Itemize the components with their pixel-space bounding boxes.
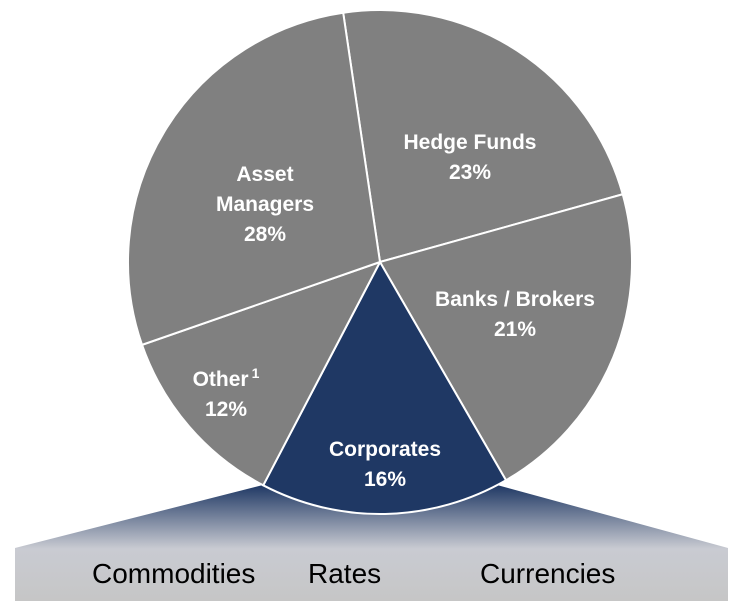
category-label: Hedge Funds (403, 131, 537, 154)
value-label: 28% (243, 223, 287, 246)
category-label: Corporates (328, 438, 442, 461)
footnote-marker: 1 (251, 365, 260, 381)
pie-slice (140, 260, 383, 487)
slice-label: Hedge Funds 23% (360, 128, 580, 188)
pie-slice (378, 192, 633, 482)
slice-label: Other 1 12% (166, 365, 286, 425)
value-label: 16% (363, 468, 407, 491)
slice-label: Corporates 16% (295, 435, 475, 495)
breakdown-label: Rates (308, 558, 382, 589)
value-label: 23% (448, 161, 492, 184)
category-label: Asset Managers (215, 163, 315, 216)
pie-slice (261, 259, 508, 515)
value-label: 21% (493, 318, 537, 341)
slice-label: Banks / Brokers 21% (400, 285, 630, 345)
breakdown-label: Commodities (92, 558, 256, 589)
breakdown-band (15, 485, 728, 601)
breakdown-label: Currencies (480, 558, 616, 589)
pie-slice (342, 9, 624, 264)
category-label: Other (192, 368, 249, 391)
slice-label: Asset Managers 28% (205, 160, 325, 250)
category-label: Banks / Brokers (435, 288, 595, 311)
pie-slice (127, 11, 382, 347)
value-label: 12% (204, 398, 248, 421)
